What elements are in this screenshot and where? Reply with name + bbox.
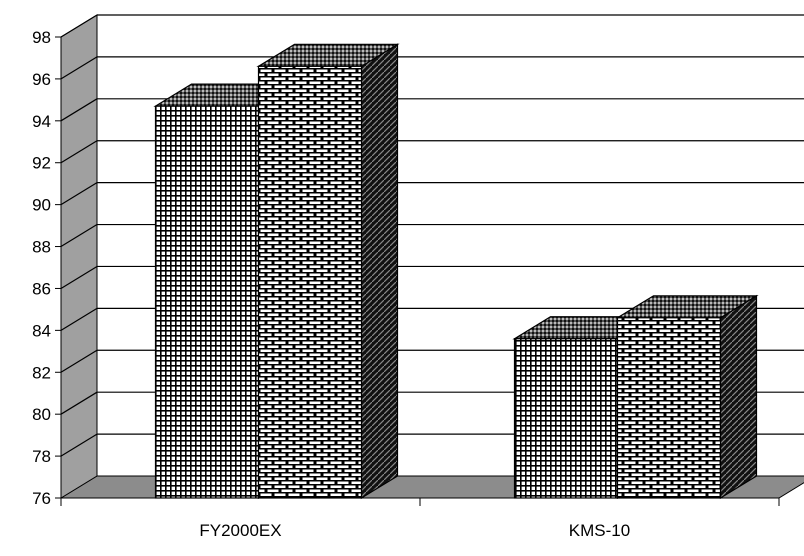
y-tick-label: 96	[32, 70, 51, 89]
bar-side	[719, 294, 758, 500]
bar-front	[257, 65, 363, 499]
x-tick-label: FY2000EX	[199, 521, 281, 540]
y-tick-label: 76	[32, 489, 51, 508]
gridline-side	[60, 224, 98, 248]
y-tick-label: 86	[32, 279, 51, 298]
gridline-side	[60, 14, 98, 38]
y-tick-label: 94	[32, 112, 51, 131]
bar-KMS-10-series-2	[615, 294, 759, 500]
y-tick-label: 82	[32, 363, 51, 382]
gridline-side	[60, 182, 98, 206]
chart-side-wall	[60, 14, 98, 499]
gridline-side	[60, 140, 98, 164]
y-tick-label: 90	[32, 196, 51, 215]
bar-front	[513, 338, 619, 499]
y-tick-label: 98	[32, 28, 51, 47]
y-tick-label: 92	[32, 154, 51, 173]
bar-FY2000EX-series-2	[256, 43, 400, 500]
y-tick-label: 84	[32, 321, 51, 340]
y-tick-label: 88	[32, 238, 51, 257]
bar-side	[360, 43, 399, 500]
bar-front	[616, 317, 722, 499]
y-tick-label: 80	[32, 405, 51, 424]
x-tick-label: KMS-10	[569, 521, 630, 540]
gridline-side	[60, 307, 98, 331]
gridline-side	[60, 98, 98, 122]
gridline-side	[60, 56, 98, 80]
bar-front	[154, 105, 260, 499]
gridline-side	[60, 391, 98, 415]
gridline-side	[60, 349, 98, 373]
gridline-side	[60, 265, 98, 289]
y-tick-label: 78	[32, 447, 51, 466]
gridline-side	[60, 433, 98, 457]
